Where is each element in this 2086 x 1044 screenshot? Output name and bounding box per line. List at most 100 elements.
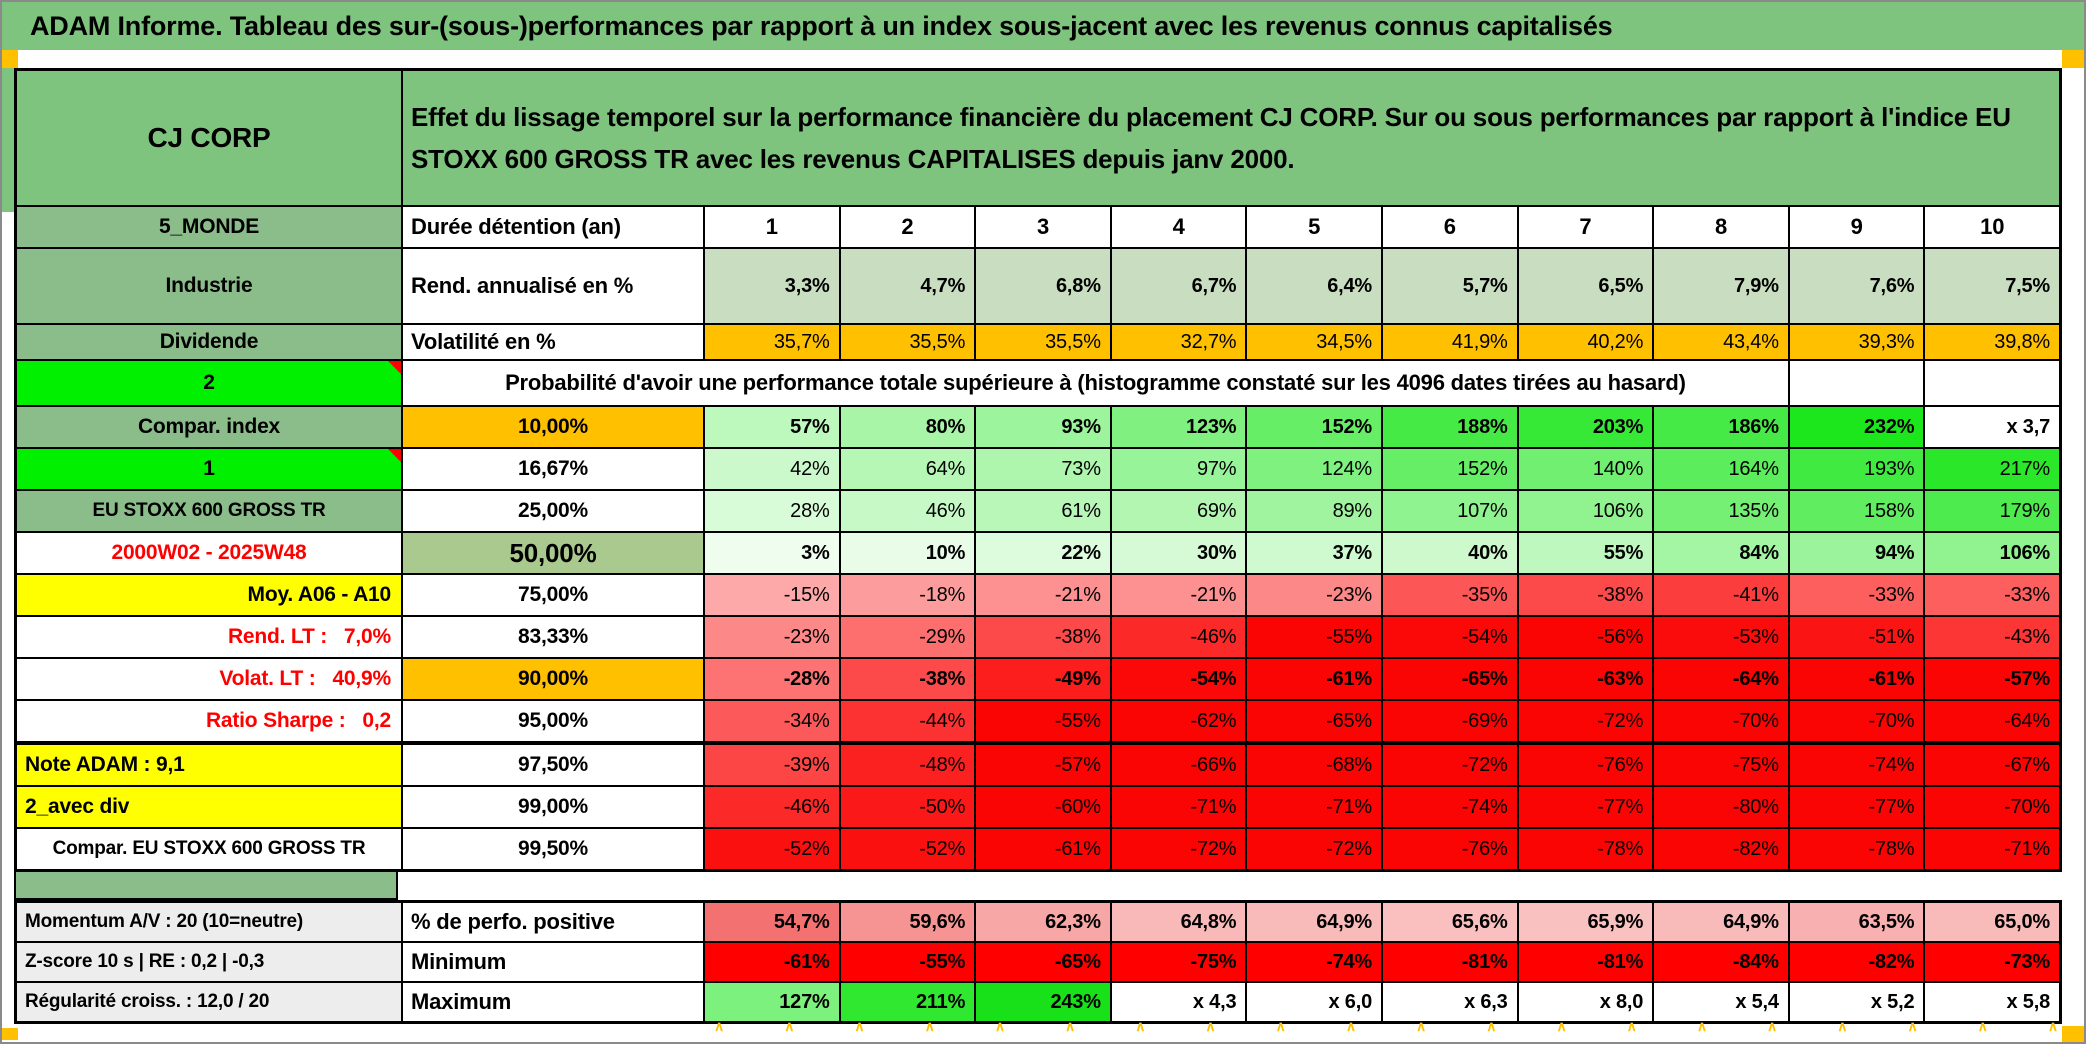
value-cell[interactable]: -74% (1381, 787, 1517, 827)
value-cell[interactable]: 107% (1381, 491, 1517, 531)
row-label[interactable]: EU STOXX 600 GROSS TR (17, 491, 401, 531)
row-label[interactable]: Compar. EU STOXX 600 GROSS TR (17, 829, 401, 869)
value-cell[interactable]: 3% (703, 533, 839, 573)
col-header[interactable]: 5 (1245, 207, 1381, 247)
value-cell[interactable]: -51% (1787, 617, 1924, 657)
metric-label[interactable]: Durée détention (an) (401, 207, 703, 247)
value-cell[interactable]: 10% (838, 533, 975, 573)
row-label[interactable]: Z-score 10 s | RE : 0,2 | -0,3 (17, 943, 401, 981)
value-cell[interactable]: 7,5% (1923, 249, 2059, 323)
value-cell[interactable]: -57% (1923, 659, 2059, 699)
value-cell[interactable]: 3,3% (703, 249, 839, 323)
value-cell[interactable]: 217% (1923, 449, 2059, 489)
value-cell[interactable]: -65% (1245, 701, 1381, 741)
value-cell[interactable]: 57% (703, 407, 839, 447)
probability-cell[interactable]: 75,00% (401, 575, 703, 615)
value-cell[interactable]: 97% (1109, 449, 1246, 489)
value-cell[interactable]: -53% (1652, 617, 1788, 657)
value-cell[interactable]: 54,7% (703, 903, 839, 941)
probability-cell[interactable]: 83,33% (401, 617, 703, 657)
value-cell[interactable]: 164% (1652, 449, 1788, 489)
value-cell[interactable]: -84% (1652, 943, 1788, 981)
value-cell[interactable]: 65,6% (1381, 903, 1517, 941)
value-cell[interactable]: -77% (1787, 787, 1924, 827)
value-cell[interactable]: 127% (703, 983, 839, 1021)
value-cell[interactable]: -70% (1787, 701, 1924, 741)
value-cell[interactable]: 73% (974, 449, 1110, 489)
value-cell[interactable]: 64% (838, 449, 975, 489)
probability-cell[interactable]: 99,50% (401, 829, 703, 869)
col-header[interactable]: 3 (974, 207, 1110, 247)
row-label[interactable]: Momentum A/V : 20 (10=neutre) (17, 903, 401, 941)
value-cell[interactable]: 39,3% (1787, 325, 1924, 359)
value-cell[interactable]: 6,8% (974, 249, 1110, 323)
row-label[interactable]: 2 (17, 361, 401, 405)
value-cell[interactable]: 188% (1381, 407, 1517, 447)
probability-cell[interactable]: 50,00% (401, 533, 703, 573)
col-header[interactable]: 9 (1787, 207, 1924, 247)
value-cell[interactable]: 64,9% (1652, 903, 1788, 941)
value-cell[interactable]: 211% (838, 983, 975, 1021)
metric-label[interactable]: Maximum (401, 983, 703, 1021)
value-cell[interactable]: 243% (974, 983, 1110, 1021)
value-cell[interactable]: 35,7% (703, 325, 839, 359)
col-header[interactable]: 6 (1381, 207, 1517, 247)
value-cell[interactable]: -74% (1787, 745, 1924, 785)
row-label[interactable]: Compar. index (17, 407, 401, 447)
value-cell[interactable]: 43,4% (1652, 325, 1788, 359)
value-cell[interactable]: -82% (1652, 829, 1788, 869)
value-cell[interactable]: -77% (1516, 787, 1653, 827)
col-header[interactable]: 4 (1109, 207, 1246, 247)
value-cell[interactable]: -55% (974, 701, 1110, 741)
value-cell[interactable]: -15% (703, 575, 839, 615)
value-cell[interactable]: -66% (1109, 745, 1246, 785)
value-cell[interactable]: 7,9% (1652, 249, 1788, 323)
value-cell[interactable]: x 5,2 (1787, 983, 1924, 1021)
value-cell[interactable]: 6,5% (1516, 249, 1653, 323)
value-cell[interactable]: x 4,3 (1109, 983, 1246, 1021)
row-label[interactable]: Note ADAM : 9,1 (17, 745, 401, 785)
value-cell[interactable]: -35% (1381, 575, 1517, 615)
value-cell[interactable]: 123% (1109, 407, 1246, 447)
value-cell[interactable]: x 5,8 (1923, 983, 2059, 1021)
value-cell[interactable]: -61% (1245, 659, 1381, 699)
value-cell[interactable]: -38% (974, 617, 1110, 657)
value-cell[interactable]: -63% (1516, 659, 1653, 699)
value-cell[interactable]: 6,7% (1109, 249, 1246, 323)
value-cell[interactable]: 93% (974, 407, 1110, 447)
value-cell[interactable]: -28% (703, 659, 839, 699)
value-cell[interactable]: 64,9% (1245, 903, 1381, 941)
value-cell[interactable]: -73% (1923, 943, 2059, 981)
value-cell[interactable]: 193% (1787, 449, 1924, 489)
value-cell[interactable]: -54% (1109, 659, 1246, 699)
value-cell[interactable]: -71% (1109, 787, 1246, 827)
value-cell[interactable]: -76% (1516, 745, 1653, 785)
row-label[interactable]: Volat. LT : 40,9% (17, 659, 401, 699)
value-cell[interactable]: -21% (1109, 575, 1246, 615)
value-cell[interactable]: -29% (838, 617, 975, 657)
row-label[interactable]: Ratio Sharpe : 0,2 (17, 701, 401, 741)
value-cell[interactable]: -43% (1923, 617, 2059, 657)
value-cell[interactable]: x 3,7 (1923, 407, 2059, 447)
value-cell[interactable]: 62,3% (974, 903, 1110, 941)
value-cell[interactable]: 65,9% (1516, 903, 1653, 941)
probability-cell[interactable]: 90,00% (401, 659, 703, 699)
value-cell[interactable]: -70% (1923, 787, 2059, 827)
value-cell[interactable]: 46% (838, 491, 975, 531)
value-cell[interactable]: 94% (1787, 533, 1924, 573)
value-cell[interactable]: 65,0% (1923, 903, 2059, 941)
value-cell[interactable]: -64% (1923, 701, 2059, 741)
row-label[interactable]: Régularité croiss. : 12,0 / 20 (17, 983, 401, 1021)
value-cell[interactable]: -46% (703, 787, 839, 827)
value-cell[interactable]: -48% (838, 745, 975, 785)
value-cell[interactable]: 34,5% (1245, 325, 1381, 359)
header-description-cell[interactable]: Effet du lissage temporel sur la perform… (401, 71, 2059, 205)
value-cell[interactable]: 35,5% (974, 325, 1110, 359)
green-separator-cell[interactable] (14, 872, 398, 900)
value-cell[interactable]: 59,6% (838, 903, 975, 941)
metric-label[interactable]: % de perfo. positive (401, 903, 703, 941)
value-cell[interactable]: 152% (1245, 407, 1381, 447)
value-cell[interactable]: -78% (1787, 829, 1924, 869)
probability-cell[interactable]: 10,00% (401, 407, 703, 447)
row-label[interactable]: Rend. LT : 7,0% (17, 617, 401, 657)
